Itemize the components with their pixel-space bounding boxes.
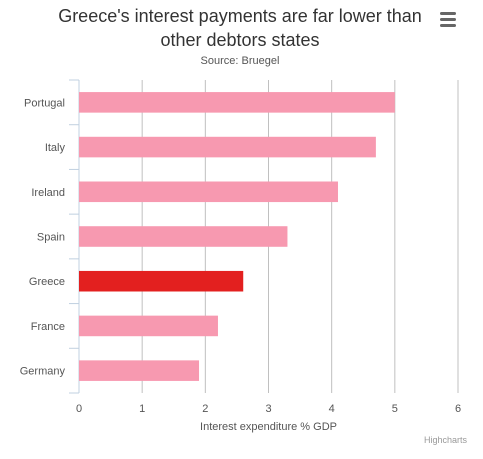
x-tick-label: 3 xyxy=(265,403,271,415)
chart-title-line-2: other debtors states xyxy=(160,30,320,50)
chart-title-line-1: Greece's interest payments are far lower… xyxy=(58,6,422,26)
hamburger-menu-icon-line-2 xyxy=(440,18,456,21)
category-label: Spain xyxy=(37,232,65,244)
x-tick-label: 1 xyxy=(139,403,145,415)
highcharts-credits-link[interactable]: Highcharts xyxy=(423,435,467,445)
hamburger-menu-icon xyxy=(440,12,456,15)
chart-title: Greece's interest payments are far lower… xyxy=(40,4,440,52)
x-tick-label: 2 xyxy=(202,403,208,415)
bar-germany xyxy=(79,360,200,381)
category-label: Portugal xyxy=(24,97,65,109)
bar-france xyxy=(79,315,218,337)
category-axis xyxy=(69,79,80,394)
bar-series xyxy=(79,92,395,381)
hamburger-menu-icon-line-3 xyxy=(440,24,456,27)
category-label: Germany xyxy=(20,366,66,378)
category-label: France xyxy=(31,321,65,333)
x-tick-label: 0 xyxy=(76,403,82,415)
category-label: Greece xyxy=(29,276,65,288)
bar-spain xyxy=(79,226,288,247)
x-tick-label: 6 xyxy=(455,403,461,415)
bar-italy xyxy=(79,136,376,158)
axis-labels: 0 1 2 3 4 5 6 Portugal Italy Ireland Spain Greece Fr… xyxy=(20,97,461,433)
x-tick-label: 5 xyxy=(392,403,398,415)
category-label: Ireland xyxy=(31,187,65,199)
category-label: Italy xyxy=(45,142,66,154)
bar-portugal xyxy=(79,92,395,113)
chart-subtitle: Source: Bruegel xyxy=(200,55,280,67)
bar-ireland xyxy=(79,181,338,203)
x-tick-label: 4 xyxy=(329,403,335,415)
x-axis-title: Interest expenditure % GDP xyxy=(200,421,337,433)
chart-menu-button[interactable] xyxy=(433,6,463,32)
bar-greece xyxy=(79,270,244,292)
